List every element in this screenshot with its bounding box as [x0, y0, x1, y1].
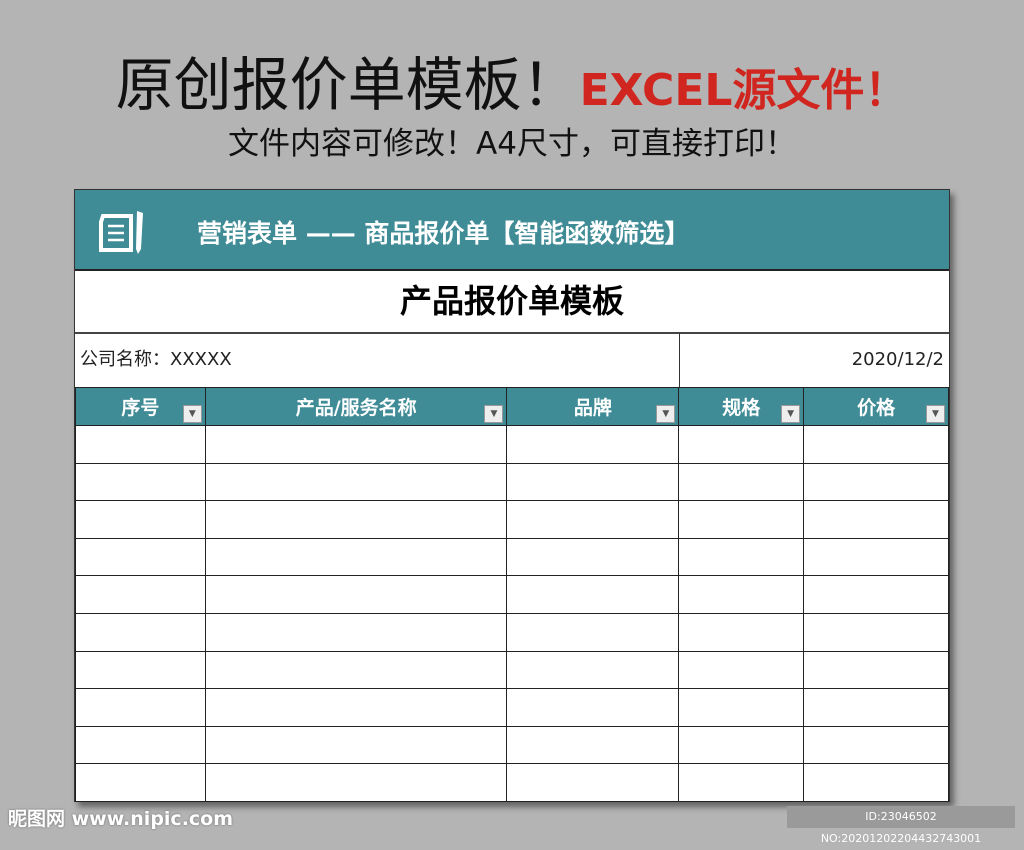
- table-cell[interactable]: [506, 575, 680, 614]
- table-cell[interactable]: [678, 688, 805, 727]
- table-cell[interactable]: [75, 462, 206, 502]
- table-cell[interactable]: [506, 763, 680, 802]
- table-row: [75, 575, 949, 614]
- table-cell[interactable]: [204, 650, 508, 690]
- subheadline: 文件内容可修改！A4尺寸，可直接打印！: [228, 126, 796, 162]
- headline-main: 原创报价单模板！: [115, 51, 580, 119]
- table-cell[interactable]: [204, 425, 508, 464]
- column-header-spec: 规格 ▼: [678, 387, 805, 426]
- table-cell[interactable]: [506, 425, 680, 464]
- table-row: [75, 650, 949, 690]
- table-cell[interactable]: [678, 612, 805, 652]
- banner-title: 营销表单 —— 商品报价单【智能函数筛选】: [197, 219, 690, 248]
- table-cell[interactable]: [204, 725, 508, 765]
- table-cell[interactable]: [678, 725, 805, 765]
- table-cell[interactable]: [75, 575, 206, 614]
- table-row: [75, 763, 949, 802]
- table-row: [75, 462, 949, 502]
- column-header-index: 序号 ▼: [75, 387, 206, 426]
- filter-dropdown-icon[interactable]: ▼: [182, 405, 202, 423]
- table-cell[interactable]: [204, 575, 508, 614]
- quote-table: 序号 ▼ 产品/服务名称 ▼ 品牌 ▼ 规格 ▼ 价格 ▼: [75, 387, 949, 802]
- column-header-brand: 品牌 ▼: [506, 387, 680, 426]
- table-cell[interactable]: [506, 688, 680, 727]
- headline: 原创报价单模板！EXCEL源文件！: [0, 38, 1024, 122]
- filter-dropdown-icon[interactable]: ▼: [926, 405, 945, 423]
- table-cell[interactable]: [506, 650, 680, 690]
- table-row: [75, 425, 949, 464]
- filter-dropdown-icon[interactable]: ▼: [656, 405, 676, 423]
- table-cell[interactable]: [803, 537, 949, 577]
- table-cell[interactable]: [75, 500, 206, 539]
- column-header-product: 产品/服务名称 ▼: [204, 387, 508, 426]
- table-cell[interactable]: [204, 462, 508, 502]
- banner: 营销表单 —— 商品报价单【智能函数筛选】: [75, 190, 949, 271]
- table-cell[interactable]: [75, 425, 206, 464]
- table-cell[interactable]: [75, 688, 206, 727]
- table-cell[interactable]: [75, 725, 206, 765]
- table-cell[interactable]: [678, 462, 805, 502]
- table-cell[interactable]: [506, 500, 680, 539]
- table-cell[interactable]: [803, 462, 949, 502]
- table-header: 序号 ▼ 产品/服务名称 ▼ 品牌 ▼ 规格 ▼ 价格 ▼: [75, 387, 949, 426]
- table-cell[interactable]: [678, 537, 805, 577]
- table-row: [75, 500, 949, 539]
- table-cell[interactable]: [506, 612, 680, 652]
- table-cell[interactable]: [204, 500, 508, 539]
- quote-date[interactable]: 2020/12/2: [851, 349, 944, 370]
- table-cell[interactable]: [803, 500, 949, 539]
- table-cell[interactable]: [506, 537, 680, 577]
- sheet-title: 产品报价单模板: [75, 271, 949, 334]
- table-cell[interactable]: [506, 462, 680, 502]
- table-cell[interactable]: [803, 688, 949, 727]
- table-cell[interactable]: [803, 575, 949, 614]
- watermark-id: ID:23046502 NO:20201202204432743001: [787, 806, 1015, 845]
- table-cell[interactable]: [204, 537, 508, 577]
- table-cell[interactable]: [678, 650, 805, 690]
- table-cell[interactable]: [803, 612, 949, 652]
- company-name[interactable]: 公司名称：XXXXX: [80, 349, 232, 370]
- table-cell[interactable]: [75, 763, 206, 802]
- table-cell[interactable]: [678, 575, 805, 614]
- table-cell[interactable]: [75, 650, 206, 690]
- table-cell[interactable]: [204, 612, 508, 652]
- table-cell[interactable]: [803, 425, 949, 464]
- table-cell[interactable]: [678, 500, 805, 539]
- filter-dropdown-icon[interactable]: ▼: [781, 405, 801, 423]
- table-row: [75, 537, 949, 577]
- column-header-price: 价格 ▼: [803, 387, 949, 426]
- table-cell[interactable]: [803, 763, 949, 802]
- table-cell[interactable]: [75, 537, 206, 577]
- table-cell[interactable]: [75, 612, 206, 652]
- watermark-site: 昵图网 www.nipic.com: [8, 808, 234, 830]
- quote-sheet: 营销表单 —— 商品报价单【智能函数筛选】 产品报价单模板 公司名称：XXXXX…: [74, 189, 950, 802]
- table-row: [75, 688, 949, 727]
- table-cell[interactable]: [678, 763, 805, 802]
- document-pen-icon: [99, 211, 143, 254]
- divider: [679, 333, 680, 387]
- table-cell[interactable]: [506, 725, 680, 765]
- headline-accent: EXCEL源文件！: [579, 65, 909, 116]
- filter-dropdown-icon[interactable]: ▼: [484, 405, 504, 423]
- table-row: [75, 725, 949, 765]
- table-row: [75, 612, 949, 652]
- table-cell[interactable]: [803, 650, 949, 690]
- table-cell[interactable]: [678, 425, 805, 464]
- table-cell[interactable]: [204, 688, 508, 727]
- table-cell[interactable]: [803, 725, 949, 765]
- table-cell[interactable]: [204, 763, 508, 802]
